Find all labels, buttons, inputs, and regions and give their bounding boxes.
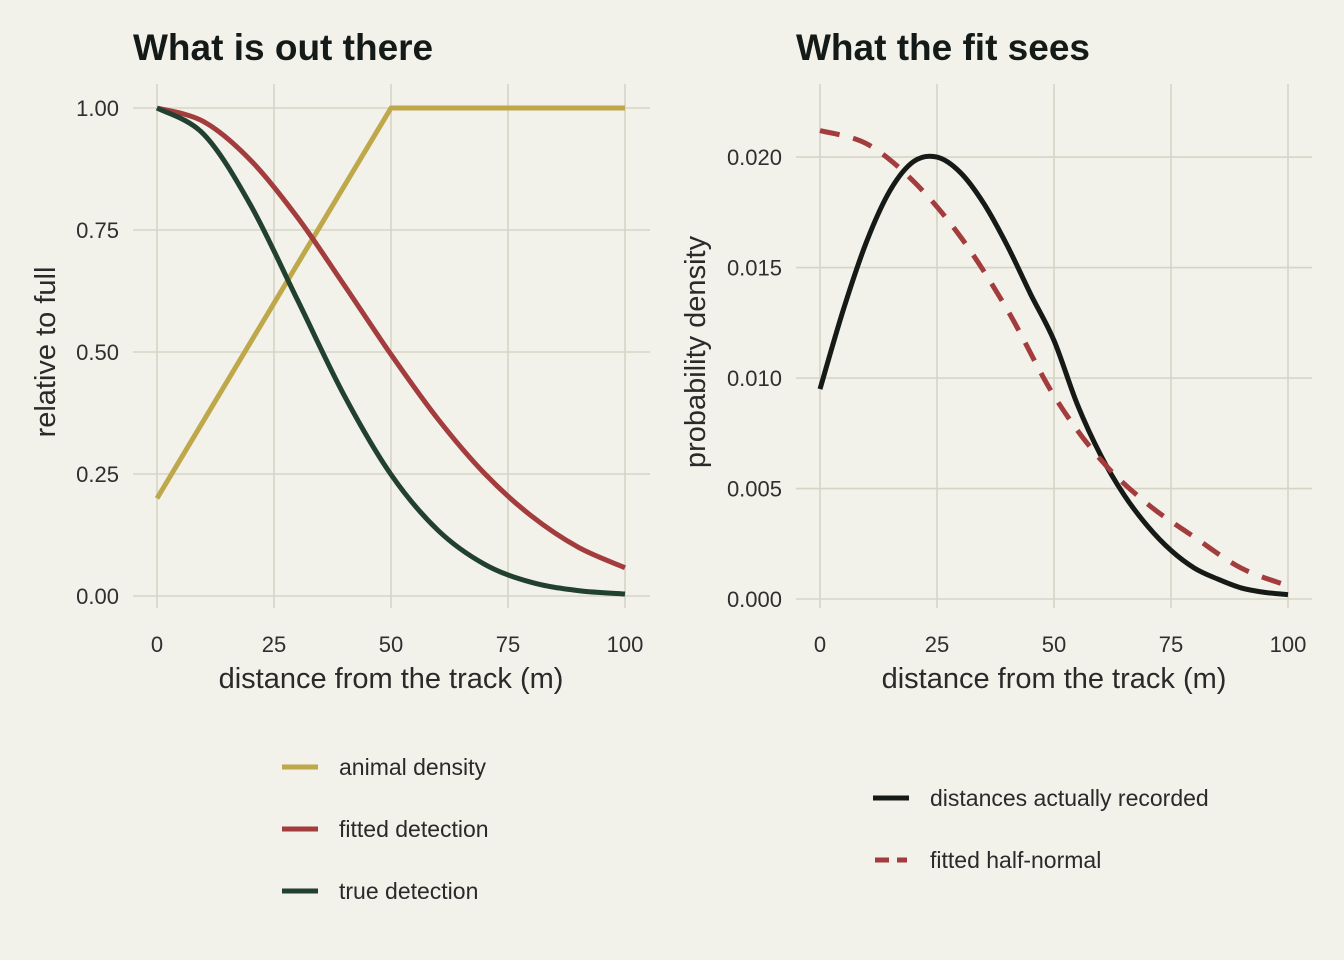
panel-right-legend: distances actually recorded fitted half-n… <box>873 785 1209 873</box>
x-tick-label: 0 <box>814 632 826 657</box>
panel-left-y-axis-label: relative to full <box>30 267 62 438</box>
y-tick-label: 0.020 <box>727 145 782 170</box>
panel-left-series <box>154 105 627 597</box>
x-tick-label: 0 <box>151 632 163 657</box>
panel-right-series <box>817 128 1289 598</box>
x-tick-label: 75 <box>1159 632 1183 657</box>
panel-left-title: What is out there <box>133 27 433 68</box>
x-tick-label: 25 <box>262 632 286 657</box>
y-tick-label: 0.010 <box>727 366 782 391</box>
y-tick-label: 0.75 <box>76 218 119 243</box>
legend-label: distances actually recorded <box>930 785 1209 811</box>
x-tick-label: 50 <box>379 632 403 657</box>
y-tick-label: 1.00 <box>76 96 119 121</box>
legend-label: animal density <box>339 754 487 780</box>
panel-right-y-axis-label: probability density <box>680 235 712 468</box>
panel-right: What the fit sees 0 25 50 75 100 0.000 0.005 0.… <box>680 27 1312 873</box>
series-line-distances-actually-recorded <box>817 153 1289 598</box>
y-tick-label: 0.005 <box>727 477 782 502</box>
series-line-true-detection <box>155 105 626 597</box>
panel-right-grid <box>796 84 1312 608</box>
series-line-fitted-detection <box>156 105 627 570</box>
y-tick-label: 0.000 <box>727 587 782 612</box>
x-tick-label: 25 <box>925 632 949 657</box>
panel-left: What is out there 0 25 50 75 100 0.00 0.25 0.50… <box>30 27 650 904</box>
y-tick-label: 0.50 <box>76 340 119 365</box>
panel-right-ticks: 0 25 50 75 100 0.000 0.005 0.010 0.015 0.020 <box>727 145 1306 657</box>
x-tick-label: 100 <box>607 632 644 657</box>
x-tick-label: 50 <box>1042 632 1066 657</box>
legend-label: fitted detection <box>339 816 489 842</box>
legend-label: fitted half-normal <box>930 847 1101 873</box>
x-tick-label: 75 <box>496 632 520 657</box>
panel-left-legend: animal density fitted detection true detec… <box>282 754 489 904</box>
x-tick-label: 100 <box>1270 632 1307 657</box>
series-line-animal-density <box>154 105 625 500</box>
panel-right-x-axis-label: distance from the track (m) <box>882 663 1227 695</box>
y-tick-label: 0.015 <box>727 256 782 281</box>
panel-left-x-axis-label: distance from the track (m) <box>219 663 564 695</box>
y-tick-label: 0.25 <box>76 462 119 487</box>
panel-right-title: What the fit sees <box>796 27 1090 68</box>
panel-left-ticks: 0 25 50 75 100 0.00 0.25 0.50 0.75 1.00 <box>76 96 643 657</box>
panel-left-grid <box>133 84 650 608</box>
legend-label: true detection <box>339 878 478 904</box>
y-tick-label: 0.00 <box>76 584 119 609</box>
